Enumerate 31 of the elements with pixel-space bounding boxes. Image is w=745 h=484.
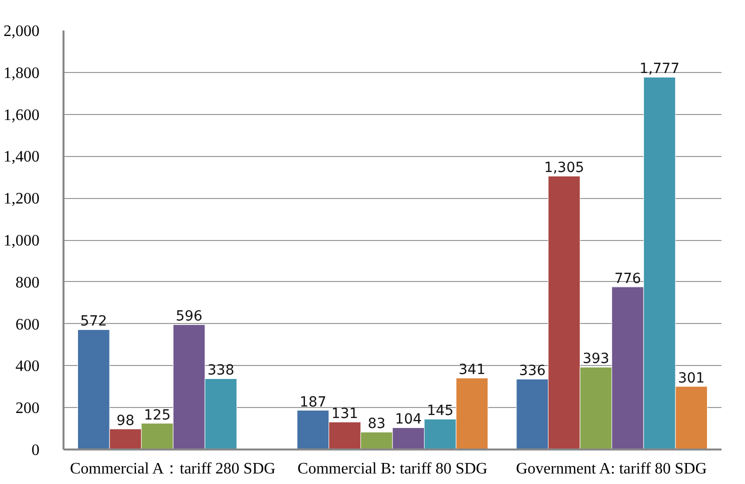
x-tick-label: Government A: tariff 80 SDG [516,460,708,478]
y-tick-label: 200 [16,400,40,418]
y-tick-label: 600 [16,316,40,334]
y-tick-label: 1,600 [4,106,40,124]
data-label: 393 [582,351,610,368]
data-label: 338 [208,362,234,379]
data-label: 336 [518,363,546,380]
data-label: 1,777 [640,61,680,78]
data-label: 596 [176,308,203,325]
data-label: 145 [426,403,454,420]
y-tick-label: 1,200 [4,190,40,208]
data-label: 187 [300,394,326,410]
y-tick-label: 1,000 [4,232,40,250]
y-tick-label: 0 [32,442,40,459]
data-label: 1,305 [544,160,584,176]
x-tick-label: Commercial B: tariff 80 SDG [298,460,488,478]
data-label: 301 [678,370,705,386]
y-tick-label: 400 [16,358,40,376]
data-label: 341 [458,362,486,378]
x-tick-label: Commercial A：tariff 280 SDG [70,460,276,478]
y-tick-label: 1,400 [4,148,40,166]
data-label: 125 [144,407,171,424]
data-label: 98 [116,412,134,429]
data-label: 776 [614,270,642,287]
data-label: 131 [331,406,358,422]
data-label: 104 [395,412,422,428]
data-label: 83 [368,416,386,432]
data-label: 572 [80,314,108,330]
y-tick-label: 800 [16,274,40,292]
y-tick-label: 2,000 [4,23,40,40]
y-tick-label: 1,800 [4,64,40,82]
